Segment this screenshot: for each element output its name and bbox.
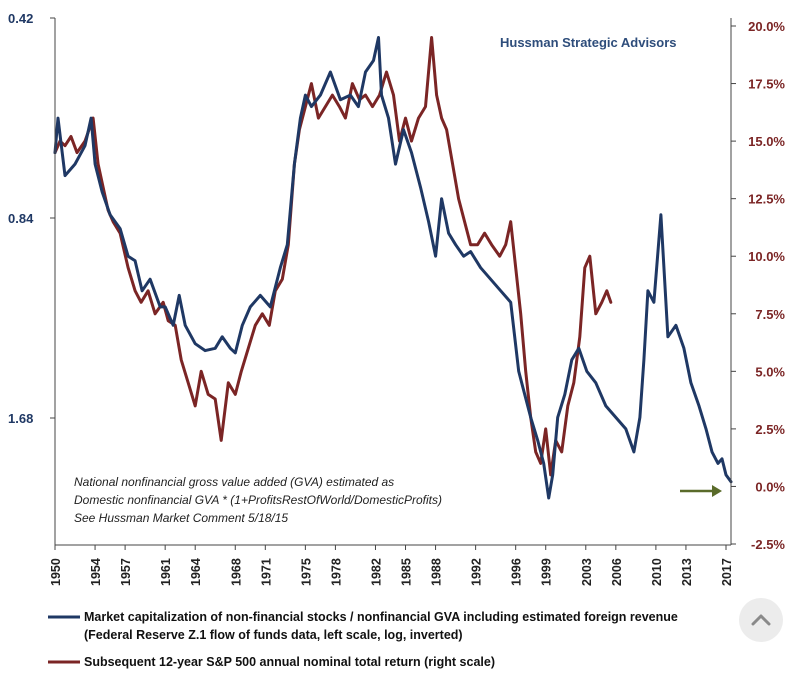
x-axis-tick-label: 2017 bbox=[720, 558, 734, 586]
right-axis-tick-label: 2.5% bbox=[755, 422, 785, 437]
x-axis: 1950 1954 1957 1961 1964 1968 1971 1975 1978 1982… bbox=[49, 545, 734, 586]
x-axis-tick-label: 1999 bbox=[540, 558, 554, 586]
legend-label-left-series-detail: (Federal Reserve Z.1 flow of funds data,… bbox=[84, 628, 463, 642]
x-axis-tick-label: 1978 bbox=[329, 558, 343, 586]
series-layer bbox=[53, 36, 733, 500]
x-axis-tick-label: 2013 bbox=[680, 558, 694, 586]
legend-label-left-series: Market capitalization of non-financial s… bbox=[84, 610, 678, 624]
brand-label: Hussman Strategic Advisors bbox=[500, 35, 677, 50]
right-axis-tick-label: -2.5% bbox=[751, 537, 785, 552]
right-axis-tick-label: 17.5% bbox=[748, 77, 785, 92]
x-axis-tick-label: 1961 bbox=[159, 558, 173, 586]
left-axis-tick-label: 1.68 bbox=[8, 411, 33, 426]
left-axis-tick-label: 0.84 bbox=[8, 211, 34, 226]
x-axis-tick-label: 1985 bbox=[400, 558, 414, 586]
x-axis-tick-label: 2003 bbox=[580, 558, 594, 586]
note-line-1: National nonfinancial gross value added … bbox=[74, 475, 394, 489]
series-line-market-cap-gva bbox=[53, 36, 733, 500]
scroll-top-button[interactable] bbox=[739, 598, 783, 642]
legend: Market capitalization of non-financial s… bbox=[48, 610, 678, 669]
x-axis-tick-label: 2006 bbox=[610, 558, 624, 586]
x-axis-tick-label: 2010 bbox=[650, 558, 664, 586]
x-axis-tick-label: 1992 bbox=[470, 558, 484, 586]
x-axis-tick-label: 1975 bbox=[299, 558, 313, 586]
x-axis-tick-label: 1957 bbox=[119, 558, 133, 586]
right-axis-tick-label: 5.0% bbox=[755, 364, 785, 379]
right-axis: -2.5% 0.0% 2.5% 5.0% 7.5% 10.0% 12.5% 15.0% 17.5… bbox=[731, 19, 785, 552]
right-axis-tick-label: 10.0% bbox=[748, 249, 785, 264]
chevron-up-icon bbox=[751, 614, 771, 626]
x-axis-tick-label: 1971 bbox=[259, 558, 273, 586]
right-axis-tick-label: 15.0% bbox=[748, 134, 785, 149]
right-axis-tick-label: 20.0% bbox=[748, 19, 785, 34]
right-axis-tick-label: 0.0% bbox=[755, 479, 785, 494]
note-line-2: Domestic nonfinancial GVA * (1+ProfitsRe… bbox=[74, 493, 442, 507]
right-axis-tick-label: 12.5% bbox=[748, 192, 785, 207]
left-axis: 0.42 0.84 1.68 bbox=[8, 11, 55, 426]
legend-label-right-series: Subsequent 12-year S&P 500 annual nomina… bbox=[84, 655, 495, 669]
x-axis-tick-label: 1950 bbox=[49, 558, 63, 586]
x-axis-tick-label: 1954 bbox=[89, 558, 103, 586]
note-line-3: See Hussman Market Comment 5/18/15 bbox=[74, 511, 288, 525]
x-axis-tick-label: 1964 bbox=[189, 558, 203, 586]
x-axis-tick-label: 1988 bbox=[430, 558, 444, 586]
x-axis-tick-label: 1996 bbox=[510, 558, 524, 586]
right-axis-tick-label: 7.5% bbox=[755, 307, 785, 322]
x-axis-tick-label: 1982 bbox=[369, 558, 383, 586]
left-axis-tick-label: 0.42 bbox=[8, 11, 33, 26]
x-axis-tick-label: 1968 bbox=[229, 558, 243, 586]
latest-value-arrow bbox=[680, 485, 722, 497]
